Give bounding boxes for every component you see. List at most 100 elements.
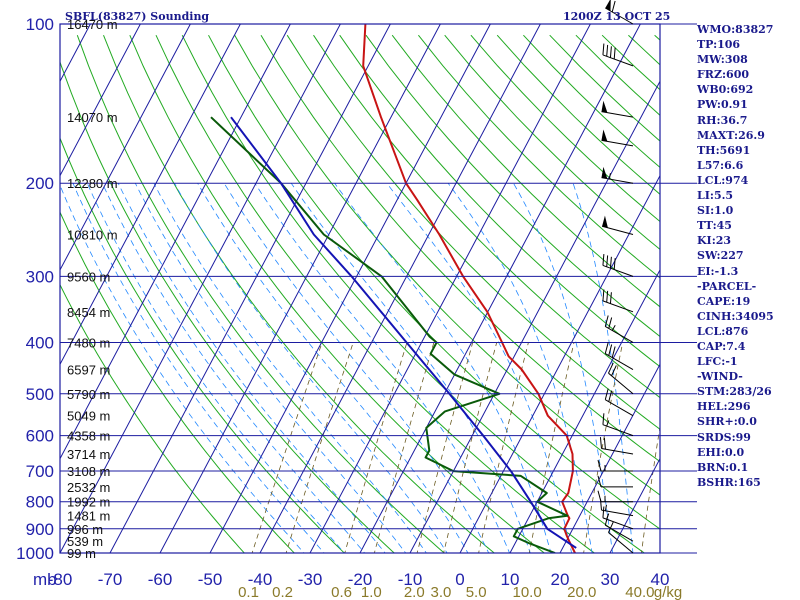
index-item: CINH:34095 <box>697 309 774 323</box>
barb-flag <box>613 258 616 270</box>
wind-barb <box>601 100 634 118</box>
barb-half-flag <box>606 420 610 427</box>
wind-barb <box>601 129 634 147</box>
wind-barb <box>604 342 634 370</box>
height-label: 16470 m <box>67 17 118 32</box>
height-label: 9560 m <box>67 269 110 284</box>
height-label: 99 m <box>67 546 96 561</box>
wind-barb <box>601 166 634 184</box>
barb-staff <box>602 264 634 277</box>
barb-flag <box>606 290 609 303</box>
height-label: 1481 m <box>67 509 110 524</box>
dry-adiabat <box>208 34 660 530</box>
temperature-tick-label: 40 <box>651 570 670 589</box>
index-item: MAXT:26.9 <box>697 128 765 142</box>
barb-half-flag <box>608 173 611 180</box>
index-item: RH:36.7 <box>697 113 748 127</box>
moist-adiabat <box>134 183 407 553</box>
dry-adiabat <box>391 34 660 308</box>
isotherm <box>60 24 341 553</box>
barb-staff <box>601 111 634 118</box>
height-label: 996 m <box>67 522 103 537</box>
barb-flag <box>604 342 609 354</box>
index-item: SHR+:0.0 <box>697 415 757 429</box>
chart-title: SBFL(83827) Sounding <box>65 10 209 23</box>
isotherm <box>159 24 441 553</box>
pressure-tick-label: 300 <box>26 267 54 286</box>
barb-flag <box>599 498 602 511</box>
mixing-ratio-line <box>344 342 408 553</box>
height-label: 3108 m <box>67 464 110 479</box>
barb-flag <box>611 365 617 376</box>
wind-barb <box>608 362 634 395</box>
barb-staff <box>601 509 634 517</box>
plot-frame <box>59 23 697 554</box>
moist-adiabat <box>334 182 552 553</box>
barb-flag <box>602 289 605 301</box>
dry-adiabat <box>444 34 660 251</box>
index-item: L57:6.6 <box>697 158 744 172</box>
index-item: MW:308 <box>697 53 748 67</box>
barb-staff <box>602 424 634 437</box>
moist-adiabat <box>290 182 531 553</box>
barb-flag <box>606 44 609 57</box>
index-item: CAP:7.4 <box>697 339 746 353</box>
moist-adiabat <box>117 183 386 553</box>
pressure-tick-label: 600 <box>26 427 54 446</box>
pressure-tick-label: 400 <box>26 333 54 352</box>
isotherm <box>60 24 141 177</box>
dry-adiabat <box>286 34 660 430</box>
barb-staff <box>602 54 634 67</box>
dry-adiabat <box>60 60 396 553</box>
pressure-tick-label: 200 <box>26 174 54 193</box>
moist-adiabat <box>254 182 510 553</box>
temperature-trace <box>362 24 576 553</box>
isotherm <box>509 268 660 553</box>
barb-half-flag <box>604 504 607 511</box>
temperature-tick-label: 20 <box>551 570 570 589</box>
index-item: WMO:83827 <box>697 23 774 36</box>
barb-flag <box>604 514 609 526</box>
chart-timestamp: 1200Z 13 OCT 25 <box>563 10 670 23</box>
isotherm <box>559 363 660 553</box>
wind-barb <box>602 43 634 67</box>
wind-barb <box>604 514 634 542</box>
pressure-tick-label: 900 <box>26 520 54 539</box>
wind-barb <box>601 215 634 235</box>
index-item: PW:0.91 <box>697 98 748 112</box>
mixing-ratio-label: 0.1 <box>238 584 259 600</box>
isotherm <box>609 457 660 553</box>
pressure-tick-label: 1000 <box>16 544 54 563</box>
isotherm <box>309 24 591 553</box>
wind-barb <box>604 315 634 343</box>
dry-adiabat <box>60 211 296 553</box>
index-item: TH:5691 <box>697 143 751 157</box>
dry-adiabat <box>339 34 660 368</box>
index-item: -WIND- <box>697 370 743 384</box>
temperature-tick-label: -80 <box>48 570 73 589</box>
moist-adiabat <box>197 182 469 553</box>
index-item: WB0:692 <box>697 83 754 97</box>
height-label: 12280 m <box>67 176 118 191</box>
mixing-ratio-label: 40.0 <box>625 584 654 600</box>
index-item: HEL:296 <box>697 400 751 414</box>
wind-barb <box>597 475 633 488</box>
barb-staff <box>605 399 634 417</box>
barb-flag <box>602 506 605 518</box>
barb-flag <box>599 437 602 449</box>
height-label: 10810 m <box>67 228 118 243</box>
sounding-traces <box>210 24 577 553</box>
index-item: FRZ:600 <box>697 68 750 82</box>
temperature-tick-label: -70 <box>98 570 123 589</box>
temperature-tick-label: -60 <box>148 570 173 589</box>
stability-indices-list: WMO:83827 TP:106 MW:308 FRZ:600 WB0:692 PW:0.… <box>697 22 797 490</box>
barb-flag <box>608 390 613 402</box>
temperature-tick-label: 10 <box>501 570 520 589</box>
height-label: 3714 m <box>67 447 110 462</box>
barb-flag <box>602 413 605 425</box>
mixing-ratio-label: 1.0 <box>361 584 382 600</box>
mixing-ratio-label: 5.0 <box>466 584 487 600</box>
barb-staff <box>608 532 634 554</box>
barb-flag <box>609 256 612 269</box>
